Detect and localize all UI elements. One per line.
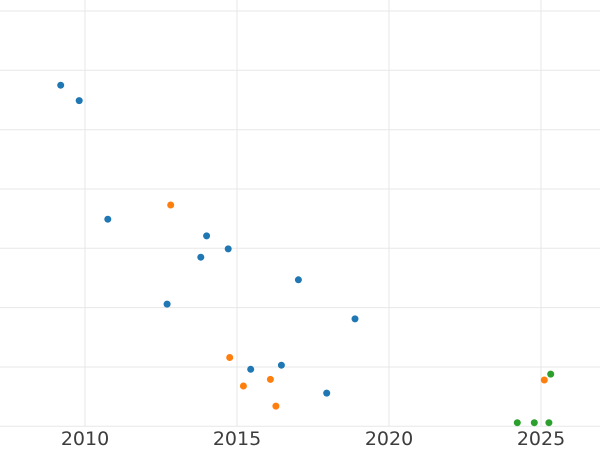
data-point-orange <box>272 402 280 410</box>
data-point-blue <box>57 81 65 89</box>
data-point-blue <box>163 300 171 308</box>
data-point-green <box>547 370 555 378</box>
data-point-blue <box>351 315 359 323</box>
data-point-blue <box>203 232 211 240</box>
data-point-blue <box>247 365 255 373</box>
data-point-orange <box>266 375 274 383</box>
data-point-green <box>545 419 553 427</box>
data-point-blue <box>75 97 83 105</box>
x-tick-label-2020: 2020 <box>365 428 413 450</box>
data-point-orange <box>167 201 175 209</box>
data-point-blue <box>224 245 232 253</box>
data-point-orange <box>239 382 247 390</box>
data-point-blue <box>277 361 285 369</box>
data-point-orange <box>540 376 548 384</box>
data-point-blue <box>294 276 302 284</box>
data-point-green <box>530 419 538 427</box>
x-tick-label-2010: 2010 <box>61 428 109 450</box>
data-point-blue <box>197 253 205 261</box>
data-point-orange <box>226 354 234 361</box>
data-point-green <box>513 419 521 427</box>
x-tick-label-2015: 2015 <box>213 428 261 450</box>
data-point-blue <box>323 389 331 397</box>
x-tick-label-2025: 2025 <box>517 428 565 450</box>
data-point-blue <box>104 215 112 223</box>
